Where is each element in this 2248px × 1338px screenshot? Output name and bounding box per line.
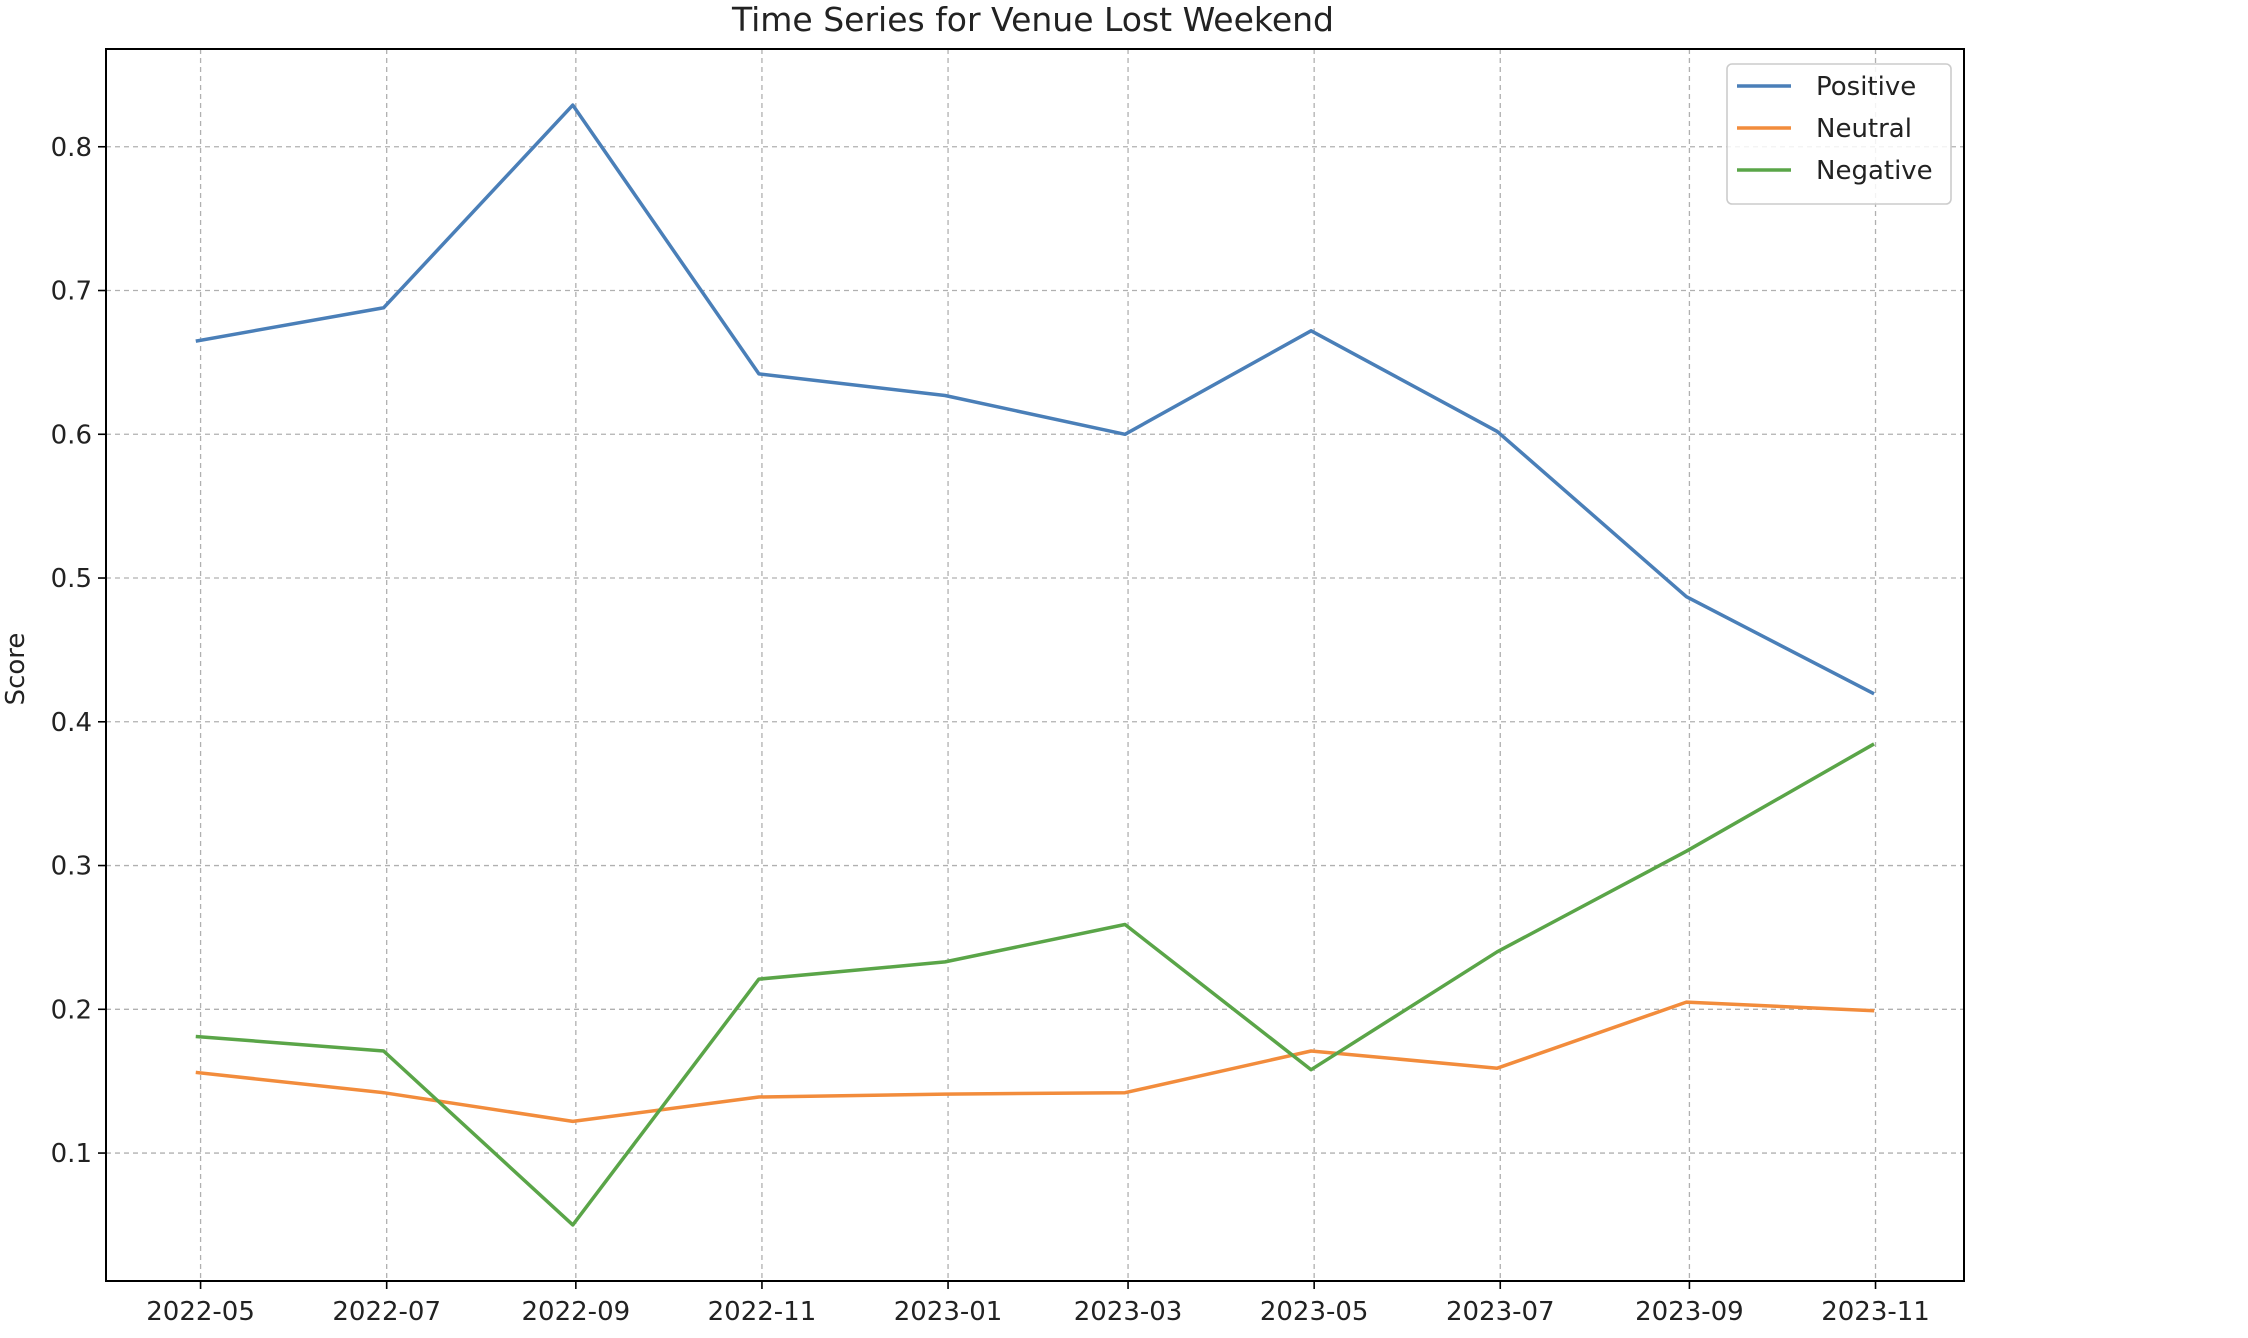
x-tick-label: 2022-05 [146, 1297, 255, 1327]
x-tick-label: 2022-07 [332, 1297, 441, 1327]
y-axis-label: Score [1, 633, 31, 706]
series-line-neutral [195, 1000, 1875, 1124]
legend: Positive Neutral Negative [1726, 63, 1952, 205]
y-tick-label: 0.3 [51, 852, 92, 882]
series-line-positive [195, 103, 1875, 696]
x-tick-label: 2023-07 [1446, 1297, 1555, 1327]
axis-ticks: 2022-05 2022-07 2022-09 2022-11 2023-01 2023-… [51, 133, 1930, 1327]
y-tick-label: 0.8 [51, 133, 92, 163]
chart-title: Time Series for Venue Lost Weekend [731, 0, 1334, 39]
y-tick-label: 0.1 [51, 1139, 92, 1169]
grid-lines [106, 49, 1964, 1281]
y-tick-label: 0.7 [51, 277, 92, 307]
plot-area-frame [105, 48, 1965, 1282]
x-tick-label: 2023-05 [1260, 1297, 1369, 1327]
legend-label-neutral: Neutral [1816, 114, 1912, 144]
x-tick-label: 2023-03 [1074, 1297, 1183, 1327]
y-tick-label: 0.5 [51, 564, 92, 594]
x-tick-label: 2023-09 [1635, 1297, 1744, 1327]
x-tick-label: 2022-11 [708, 1297, 817, 1327]
x-tick-label: 2023-01 [894, 1297, 1003, 1327]
series-line-negative [195, 742, 1875, 1227]
y-tick-label: 0.6 [51, 420, 92, 450]
x-tick-label: 2022-09 [522, 1297, 631, 1327]
y-tick-label: 0.4 [51, 708, 92, 738]
legend-label-positive: Positive [1816, 72, 1916, 102]
legend-label-negative: Negative [1816, 156, 1933, 186]
y-tick-label: 0.2 [51, 995, 92, 1025]
series-lines [195, 103, 1875, 1227]
x-tick-label: 2023-11 [1821, 1297, 1930, 1327]
